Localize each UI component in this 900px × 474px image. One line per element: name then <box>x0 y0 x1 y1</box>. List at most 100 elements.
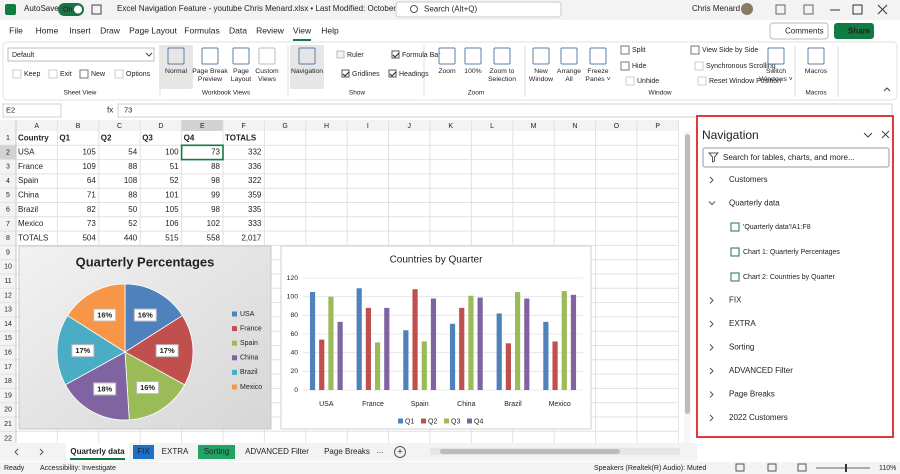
ribbon-button[interactable]: Selection <box>488 76 516 83</box>
nav-child[interactable]: 'Quarterly data'!A1:F8 <box>743 224 811 231</box>
ribbon-button[interactable]: Keep <box>24 71 40 78</box>
checkbox-label[interactable]: Gridlines <box>352 71 380 78</box>
row-header: 14 <box>4 321 12 328</box>
pane-collapse[interactable] <box>863 132 873 138</box>
menu-tab[interactable]: Help <box>321 25 339 35</box>
search-box[interactable] <box>395 1 562 18</box>
ribbon-button[interactable]: Windows ˅ <box>759 76 792 83</box>
ribbon-button[interactable]: 100% <box>464 68 481 75</box>
checkbox-label[interactable]: Formula Bar <box>402 52 441 59</box>
ribbon-button[interactable]: Split <box>632 47 646 54</box>
pane-search[interactable] <box>702 147 890 168</box>
nav-item[interactable]: Sorting <box>729 343 754 352</box>
menu-tab[interactable]: Home <box>36 25 59 35</box>
menu-tab[interactable]: Review <box>256 25 285 35</box>
button-icon <box>258 47 276 65</box>
menu-tab[interactable]: File <box>9 25 23 35</box>
cell: 109 <box>82 162 96 171</box>
bar <box>449 323 456 390</box>
menu-tab[interactable]: Draw <box>100 25 121 35</box>
dropdown[interactable] <box>7 47 155 62</box>
checkbox-label[interactable]: Headings <box>399 71 429 78</box>
ribbon-button[interactable]: All <box>565 76 573 83</box>
ribbon-button[interactable]: Switch <box>766 68 786 75</box>
ribbon-button[interactable]: Freeze <box>587 68 608 75</box>
cell: 336 <box>248 162 262 171</box>
add-sheet[interactable]: + <box>397 446 402 456</box>
nav-item[interactable]: Customers <box>729 175 768 184</box>
bar <box>403 330 409 390</box>
cell: 108 <box>124 176 138 185</box>
share-label: Share <box>848 27 871 36</box>
sheet-tab[interactable]: EXTRA <box>162 447 189 456</box>
y-tick-label: 40 <box>290 349 298 356</box>
more-tabs[interactable]: ... <box>377 446 384 455</box>
legend-label: Q3 <box>451 418 460 425</box>
sheet-tab[interactable]: Page Breaks <box>324 447 370 456</box>
share-button[interactable] <box>834 23 874 39</box>
comments-button[interactable] <box>769 22 829 40</box>
cell: 73 <box>211 148 220 157</box>
ribbon-button[interactable]: New <box>534 68 548 75</box>
nav-item[interactable]: 2022 Customers <box>729 413 788 422</box>
ribbon-button[interactable]: Hide <box>632 63 647 70</box>
toggle-label[interactable]: On <box>63 6 72 13</box>
ribbon-button[interactable]: New <box>91 71 106 78</box>
ribbon-button[interactable]: Reset Window Position <box>709 78 781 85</box>
menu-tab[interactable]: Formulas <box>184 25 219 35</box>
ribbon-button[interactable]: Page <box>233 68 249 75</box>
dropdown-value[interactable]: Default <box>12 52 34 59</box>
ribbon-button[interactable]: Arrange <box>557 68 581 75</box>
ribbon-button[interactable]: Normal <box>165 68 187 75</box>
ribbon-button[interactable]: Custom <box>255 68 279 75</box>
sheet-tab-bg[interactable] <box>198 445 235 459</box>
nav-item[interactable]: EXTRA <box>729 319 756 328</box>
ribbon-button[interactable]: Panes ˅ <box>585 76 610 83</box>
ribbon-button[interactable]: Preview <box>198 76 222 83</box>
menu-tab[interactable]: Page Layout <box>129 25 177 35</box>
menu-tab[interactable]: Insert <box>69 25 91 35</box>
nav-item[interactable]: ADVANCED Filter <box>729 366 793 375</box>
ribbon-button[interactable]: Macros <box>805 68 828 75</box>
ribbon-button[interactable]: Window <box>529 76 553 83</box>
sheet-tab[interactable]: ADVANCED Filter <box>245 447 309 456</box>
ribbon-button[interactable]: Options <box>126 71 151 78</box>
sheet-tab[interactable]: Quarterly data <box>70 447 125 456</box>
ribbon-button[interactable]: Layout <box>231 76 252 83</box>
legend-swatch <box>232 311 237 317</box>
ribbon-button[interactable]: Zoom <box>438 68 456 75</box>
nav-item[interactable]: Quarterly data <box>729 199 780 208</box>
file-title: Excel Navigation Feature - youtube Chris… <box>117 4 408 13</box>
sheet-tab[interactable]: Sorting <box>204 447 229 456</box>
ribbon-button[interactable]: Zoom to <box>490 68 515 75</box>
cell: 88 <box>211 162 220 171</box>
name-box <box>2 103 62 118</box>
cell: 504 <box>82 233 96 242</box>
ribbon-button[interactable]: Navigation <box>291 68 323 75</box>
sheet-tab[interactable]: FIX <box>137 447 150 456</box>
checkbox-label[interactable]: Ruler <box>347 52 364 59</box>
cell: 440 <box>124 233 138 242</box>
menu-tab[interactable]: View <box>293 25 312 35</box>
status-audio: Speakers (Realtek(R) Audio): Muted <box>594 465 707 472</box>
small-icon <box>620 61 630 71</box>
legend-label: USA <box>240 311 255 318</box>
ribbon-button[interactable]: Synchronous Scrolling <box>706 63 776 70</box>
nav-item[interactable]: FIX <box>729 296 742 305</box>
nav-child[interactable]: Chart 1: Quarterly Percentages <box>743 249 840 256</box>
group-label: Window <box>648 90 671 97</box>
ribbon-button[interactable]: Exit <box>60 71 72 78</box>
bar <box>561 291 567 390</box>
nav-child[interactable]: Chart 2: Countries by Quarter <box>743 274 835 281</box>
ribbon-button[interactable]: View Side by Side <box>702 47 758 54</box>
ribbon-button[interactable]: Page Break <box>192 68 228 75</box>
menu-tab[interactable]: Data <box>229 25 247 35</box>
small-icon <box>694 61 704 71</box>
bar <box>309 292 316 390</box>
collapsed-chevron <box>709 344 714 351</box>
nav-item[interactable]: Page Breaks <box>729 390 775 399</box>
sheet-tab-bg[interactable] <box>133 445 154 459</box>
ribbon-button[interactable]: Views <box>258 76 277 83</box>
small-icon <box>48 69 58 79</box>
ribbon-button[interactable]: Unhide <box>637 78 659 85</box>
